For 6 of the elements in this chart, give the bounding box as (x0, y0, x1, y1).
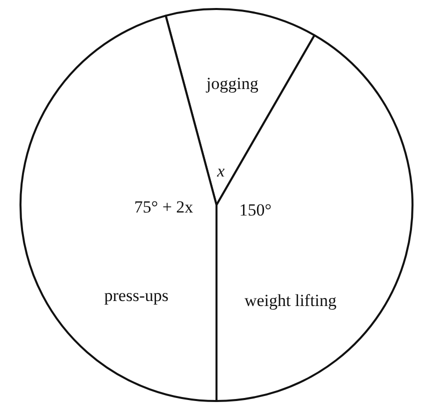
text: 75° + 2x (134, 198, 194, 217)
text: x (216, 161, 226, 180)
slice-label: weight lifting (244, 290, 338, 310)
slice-label: press-ups (104, 286, 168, 305)
slice-label: jogging (205, 74, 259, 93)
text: 150° (239, 200, 272, 220)
